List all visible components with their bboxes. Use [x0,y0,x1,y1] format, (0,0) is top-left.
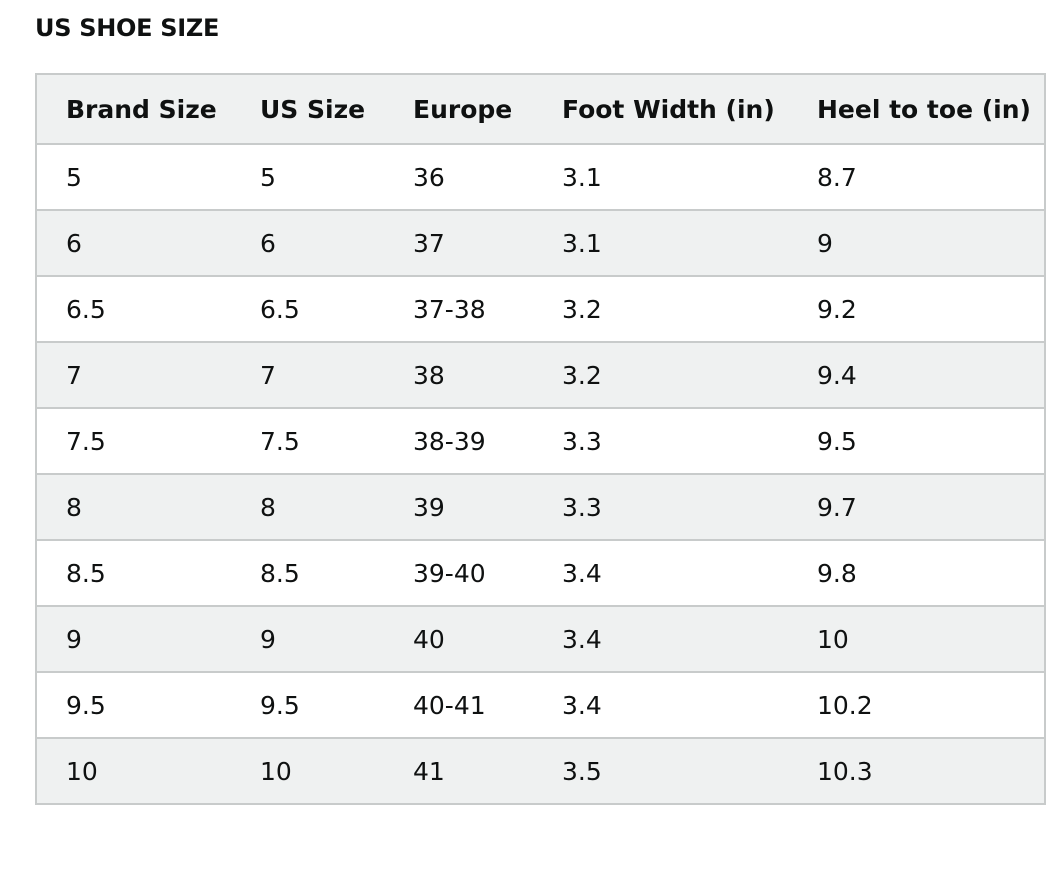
cell-brand-size: 5 [35,143,231,211]
cell-foot-width: 3.2 [533,341,788,409]
cell-brand-size: 9.5 [35,671,231,739]
cell-brand-size: 7 [35,341,231,409]
cell-us-size: 6.5 [231,275,384,343]
table-row: 9.5 9.5 40-41 3.4 10.2 [35,671,1046,739]
cell-us-size: 8 [231,473,384,541]
cell-foot-width: 3.4 [533,605,788,673]
cell-europe: 37-38 [384,275,533,343]
column-header-heel-to-toe: Heel to toe (in) [788,73,1046,145]
column-header-foot-width: Foot Width (in) [533,73,788,145]
cell-brand-size: 7.5 [35,407,231,475]
table-row: 8.5 8.5 39-40 3.4 9.8 [35,539,1046,607]
table-row: 5 5 36 3.1 8.7 [35,143,1046,211]
cell-heel-to-toe: 9.2 [788,275,1046,343]
table-row: 6.5 6.5 37-38 3.2 9.2 [35,275,1046,343]
table-row: 10 10 41 3.5 10.3 [35,737,1046,805]
cell-us-size: 7.5 [231,407,384,475]
size-table: Brand Size US Size Europe Foot Width (in) He… [35,73,1046,805]
cell-brand-size: 9 [35,605,231,673]
table-row: 8 8 39 3.3 9.7 [35,473,1046,541]
cell-heel-to-toe: 9.4 [788,341,1046,409]
cell-foot-width: 3.3 [533,473,788,541]
cell-foot-width: 3.1 [533,209,788,277]
cell-europe: 38 [384,341,533,409]
cell-europe: 39-40 [384,539,533,607]
cell-heel-to-toe: 9.7 [788,473,1046,541]
column-header-europe: Europe [384,73,533,145]
cell-europe: 41 [384,737,533,805]
cell-europe: 39 [384,473,533,541]
cell-foot-width: 3.3 [533,407,788,475]
table-row: 9 9 40 3.4 10 [35,605,1046,673]
cell-europe: 38-39 [384,407,533,475]
cell-heel-to-toe: 10.3 [788,737,1046,805]
cell-brand-size: 6.5 [35,275,231,343]
cell-heel-to-toe: 9 [788,209,1046,277]
cell-us-size: 9 [231,605,384,673]
cell-brand-size: 8 [35,473,231,541]
cell-heel-to-toe: 8.7 [788,143,1046,211]
cell-us-size: 6 [231,209,384,277]
cell-heel-to-toe: 9.8 [788,539,1046,607]
cell-us-size: 8.5 [231,539,384,607]
cell-europe: 36 [384,143,533,211]
table-header: Brand Size US Size Europe Foot Width (in) He… [35,73,1046,145]
header-row: Brand Size US Size Europe Foot Width (in) He… [35,73,1046,145]
cell-us-size: 9.5 [231,671,384,739]
table-body: 5 5 36 3.1 8.7 6 6 37 3.1 9 6.5 6.5 37-38 3.2 9.2 7 7 38 3… [35,143,1046,805]
table-row: 7 7 38 3.2 9.4 [35,341,1046,409]
cell-brand-size: 8.5 [35,539,231,607]
cell-heel-to-toe: 9.5 [788,407,1046,475]
cell-europe: 40 [384,605,533,673]
cell-us-size: 5 [231,143,384,211]
cell-brand-size: 10 [35,737,231,805]
cell-heel-to-toe: 10 [788,605,1046,673]
cell-europe: 37 [384,209,533,277]
cell-us-size: 7 [231,341,384,409]
cell-foot-width: 3.2 [533,275,788,343]
cell-heel-to-toe: 10.2 [788,671,1046,739]
cell-us-size: 10 [231,737,384,805]
cell-foot-width: 3.1 [533,143,788,211]
column-header-brand-size: Brand Size [35,73,231,145]
cell-foot-width: 3.4 [533,539,788,607]
table-row: 7.5 7.5 38-39 3.3 9.5 [35,407,1046,475]
chart-title: US SHOE SIZE [35,14,220,42]
table-row: 6 6 37 3.1 9 [35,209,1046,277]
cell-foot-width: 3.5 [533,737,788,805]
column-header-us-size: US Size [231,73,384,145]
cell-europe: 40-41 [384,671,533,739]
cell-brand-size: 6 [35,209,231,277]
cell-foot-width: 3.4 [533,671,788,739]
